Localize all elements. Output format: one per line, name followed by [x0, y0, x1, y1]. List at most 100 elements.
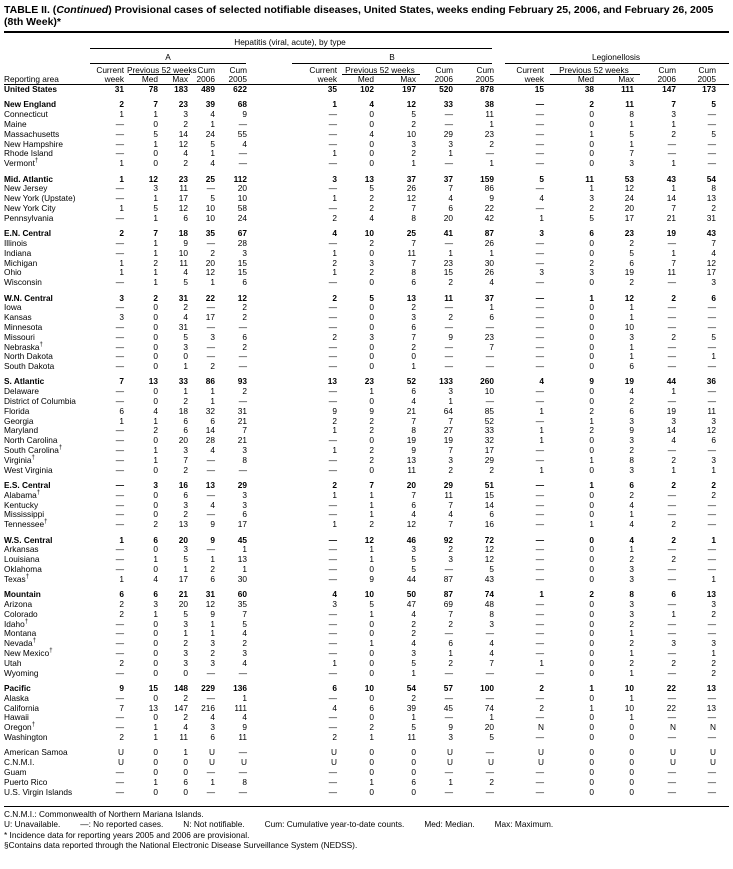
cell-value: —: [707, 109, 716, 120]
cell-value: 33: [443, 99, 453, 110]
cell-value: 23: [443, 257, 453, 268]
reporting-area: South Dakota: [4, 361, 55, 372]
cell-value: 2: [629, 489, 634, 500]
cell-value: 100: [480, 682, 494, 693]
cell-value: —: [535, 202, 544, 213]
cell-value: 18: [178, 405, 188, 416]
cell-value: 0: [153, 564, 158, 575]
cell-value: 29: [237, 480, 247, 491]
table-row: Connecticut 1 1 3 4 9—0 5—11—0 8 3—: [4, 109, 716, 120]
cell-value: 10: [624, 702, 634, 713]
reporting-area: Georgia: [4, 415, 34, 426]
cell-value: 13: [706, 193, 716, 204]
cell-value: 46: [406, 534, 416, 545]
reporting-area: Montana: [4, 628, 37, 639]
cell-value: —: [667, 341, 676, 352]
legend-item: Max: Maximum.: [494, 819, 554, 829]
cell-value: 1: [153, 445, 158, 456]
reporting-area: Illinois: [4, 237, 28, 248]
cell-value: 11: [667, 267, 676, 278]
cell-value: 3: [242, 445, 247, 456]
cell-value: 11: [625, 99, 634, 110]
cell-value: 2: [589, 589, 594, 600]
cell-value: —: [444, 109, 453, 120]
cell-value: 1: [629, 667, 634, 678]
reporting-area: Alabama†: [4, 489, 41, 500]
cell-value: —: [238, 361, 247, 372]
cell-value: 2: [629, 277, 634, 288]
cell-value: 4: [411, 396, 416, 407]
header-current: Current: [516, 65, 544, 75]
cell-value: 4: [332, 589, 337, 600]
cell-value: 2: [242, 386, 247, 397]
cell-value: —: [115, 128, 124, 139]
cell-value: 51: [484, 480, 494, 491]
cell-value: —: [328, 786, 337, 797]
cell-value: 2: [629, 638, 634, 649]
cell-value: 1: [332, 657, 337, 668]
reporting-area: Hawaii: [4, 712, 29, 723]
cell-value: 0: [153, 464, 158, 475]
cell-value: 1: [332, 148, 337, 159]
cell-value: 1: [119, 202, 124, 213]
cell-value: —: [535, 445, 544, 456]
cell-value: 2: [448, 618, 453, 629]
cell-value: 3: [369, 257, 374, 268]
cell-value: 0: [589, 722, 594, 733]
reporting-area: Mountain: [4, 589, 41, 600]
cell-value: 7: [671, 202, 676, 213]
cell-value: 0: [369, 277, 374, 288]
cell-value: 0: [369, 118, 374, 129]
cell-value: 1: [539, 435, 544, 446]
cell-value: 54: [706, 173, 716, 184]
cell-value: 0: [629, 722, 634, 733]
cell-value: 2: [629, 657, 634, 668]
cell-value: 26: [484, 267, 494, 278]
cell-value: 1: [671, 464, 676, 475]
cell-value: 1: [629, 544, 634, 555]
cell-value: 4: [629, 386, 634, 397]
cell-value: 0: [153, 489, 158, 500]
cell-value: 13: [148, 376, 158, 387]
cell-value: 29: [443, 128, 453, 139]
title-rule: [4, 31, 729, 33]
cell-value: 1: [671, 608, 676, 619]
cell-value: 36: [706, 376, 716, 387]
cell-value: 1: [671, 158, 676, 169]
cell-value: 1: [119, 415, 124, 426]
reporting-area: Ohio: [4, 267, 22, 278]
cell-value: 2: [489, 138, 494, 149]
cell-value: 6: [210, 573, 215, 584]
cell-value: 7: [448, 445, 453, 456]
cell-value: 0: [153, 341, 158, 352]
cell-value: 0: [369, 647, 374, 658]
cell-value: —: [328, 321, 337, 332]
cell-value: 3: [119, 312, 124, 323]
cell-value: 9: [369, 573, 374, 584]
cell-value: —: [535, 237, 544, 248]
cell-value: 0: [153, 638, 158, 649]
cell-value: 6: [629, 257, 634, 268]
cell-value: 7: [489, 341, 494, 352]
cell-value: 5: [411, 722, 416, 733]
cell-value: 1: [242, 692, 247, 703]
cell-value: —: [206, 509, 215, 520]
cell-value: 2: [711, 202, 716, 213]
cell-value: 30: [484, 257, 494, 268]
header-week: week: [317, 74, 337, 84]
footer-rule: [4, 806, 729, 807]
cell-value: 11: [179, 183, 188, 194]
cell-value: —: [115, 237, 124, 248]
cell-value: 53: [624, 173, 634, 184]
cell-value: 5: [210, 138, 215, 149]
cell-value: 3: [332, 173, 337, 184]
cell-value: 3: [448, 554, 453, 565]
cell-value: —: [535, 183, 544, 194]
cell-value: 6: [242, 331, 247, 342]
cell-value: —: [444, 712, 453, 723]
cell-value: —: [707, 312, 716, 323]
cell-value: —: [328, 554, 337, 565]
cell-value: 2: [369, 237, 374, 248]
cell-value: —: [667, 138, 676, 149]
